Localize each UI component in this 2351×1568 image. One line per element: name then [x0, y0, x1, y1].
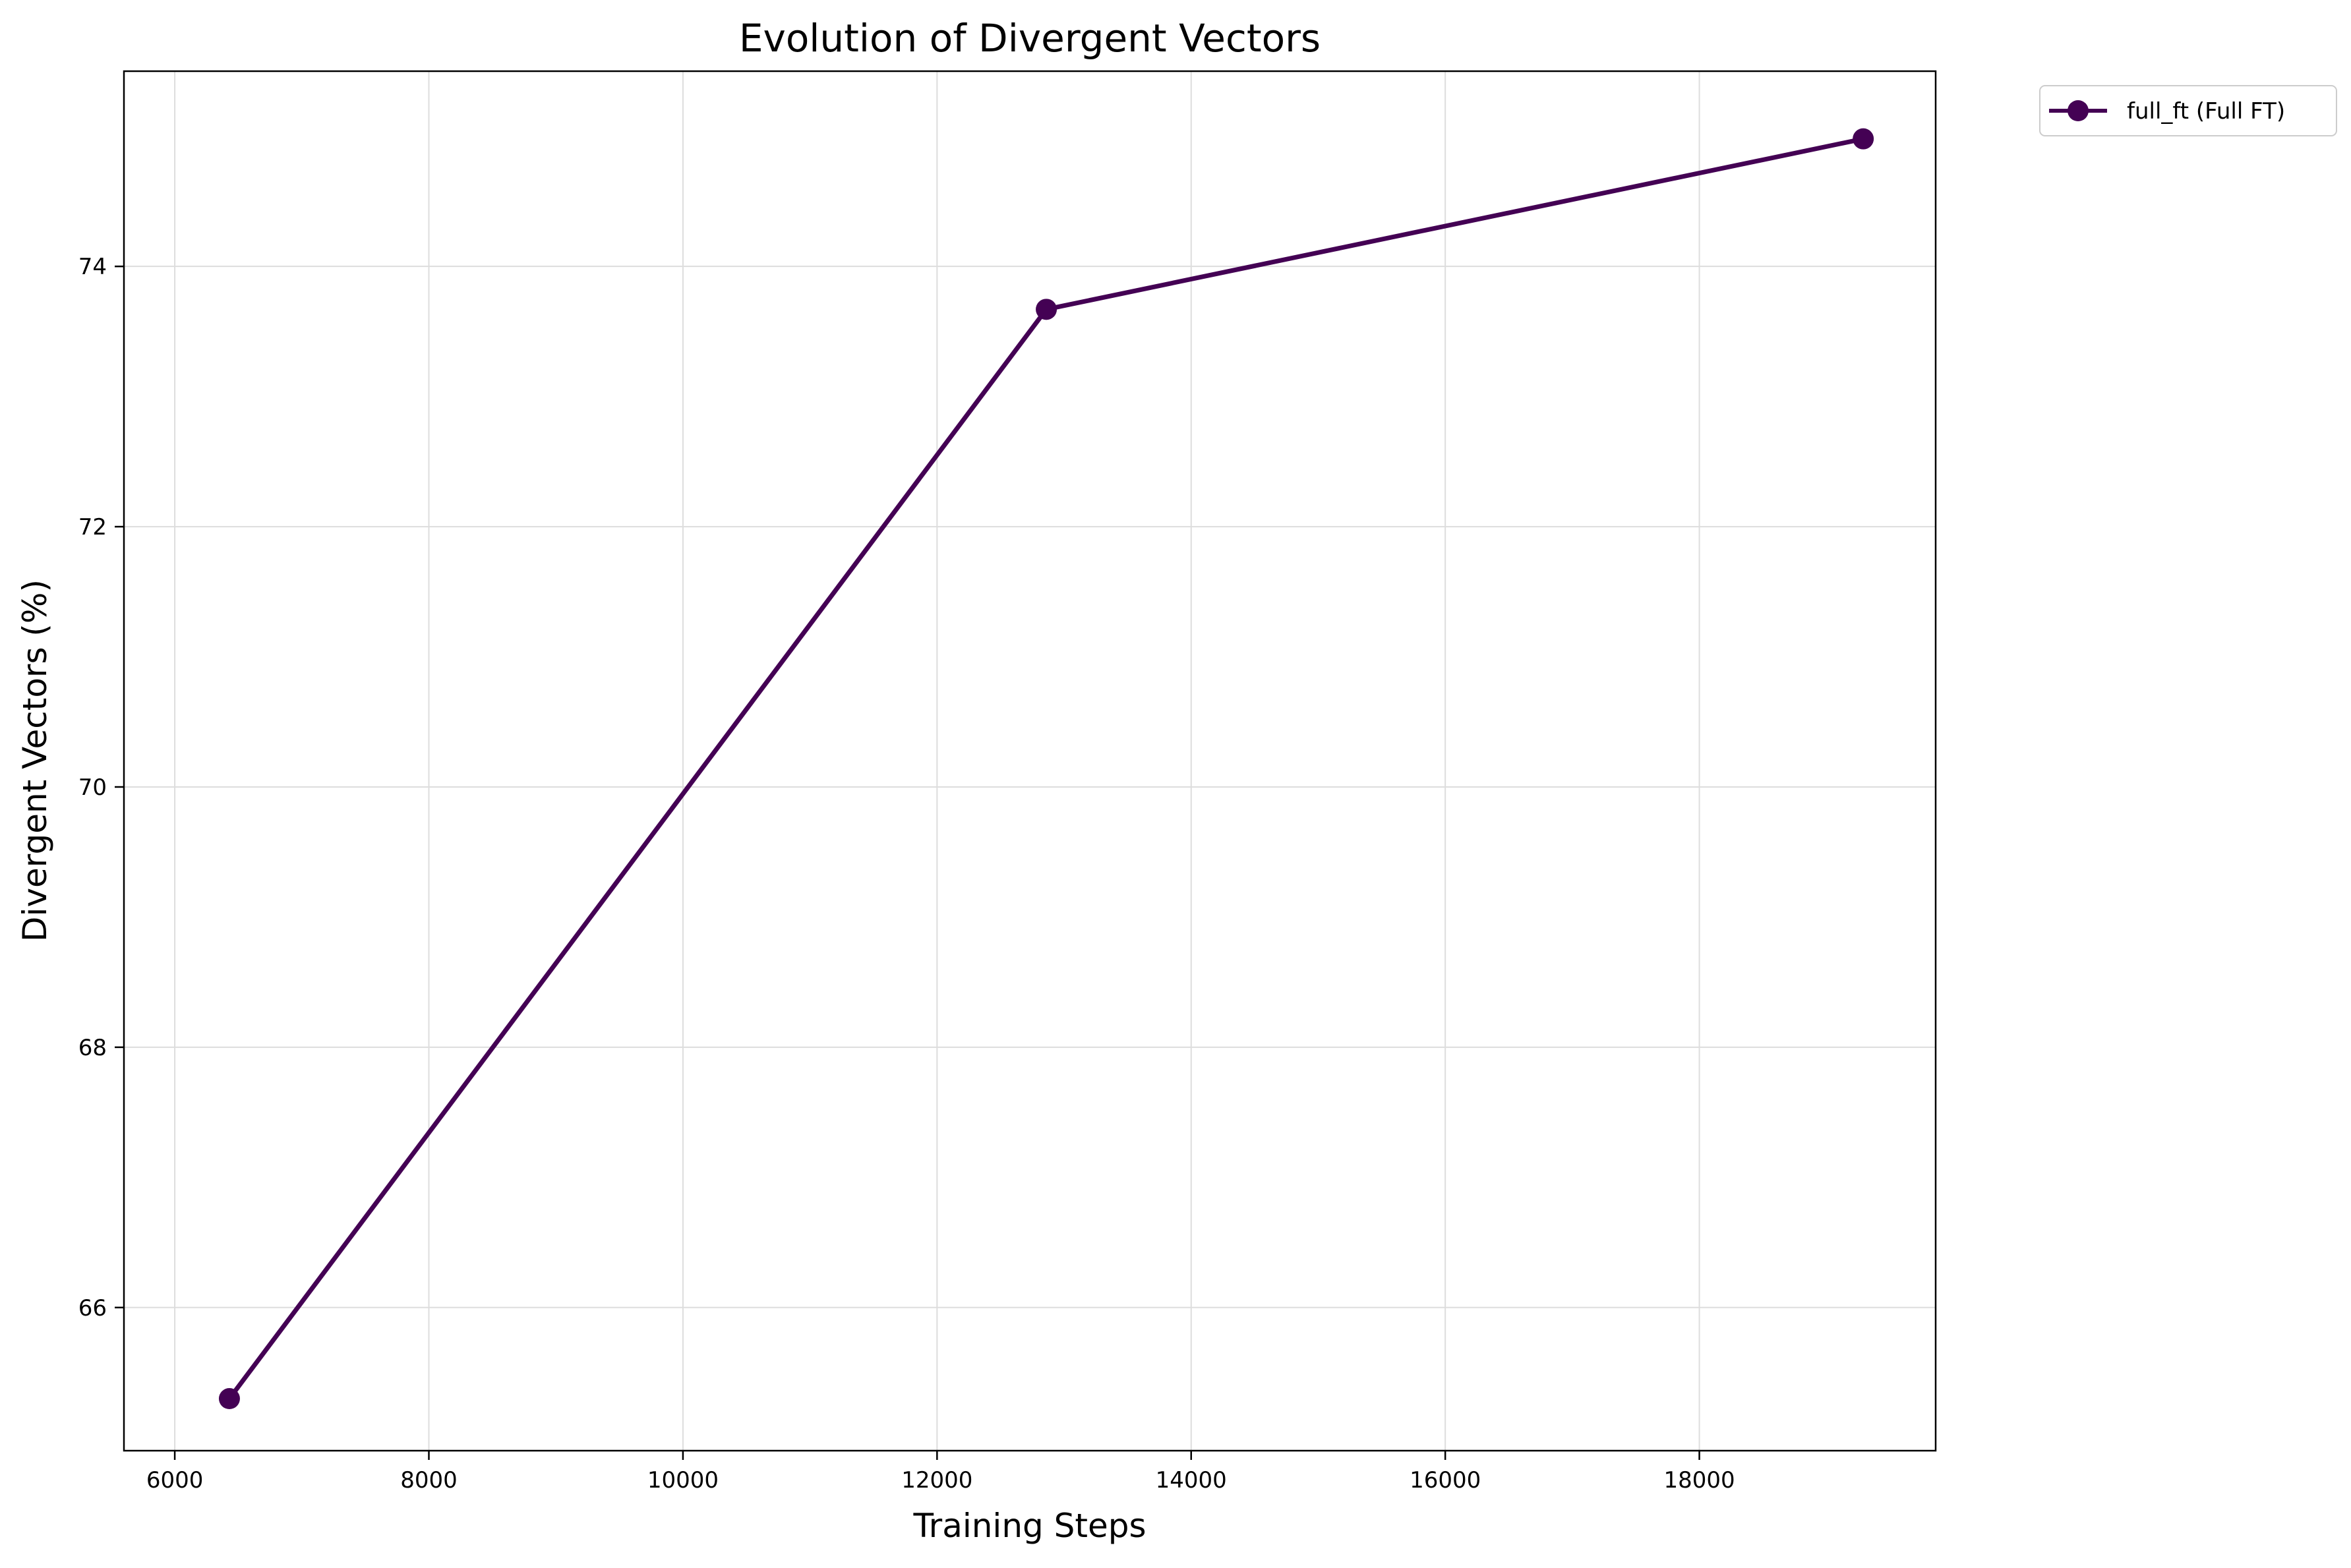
x-axis-label: Training Steps [912, 1507, 1146, 1545]
legend-box [2039, 85, 2337, 136]
plot-frame [123, 70, 1937, 1452]
chart-title: Evolution of Divergent Vectors [739, 16, 1321, 61]
grid [124, 71, 1936, 1451]
data-point [218, 1388, 240, 1410]
legend-marker-swatch [2068, 100, 2089, 121]
y-tick-label: 66 [78, 1295, 107, 1321]
x-tick-label: 18000 [1663, 1467, 1735, 1494]
x-tick-label: 14000 [1156, 1467, 1227, 1494]
y-tick-label: 70 [78, 774, 107, 801]
x-tick-label: 6000 [146, 1467, 204, 1494]
y-tick-label: 72 [78, 514, 107, 540]
x-tick-label: 8000 [400, 1467, 458, 1494]
y-axis-label: Divergent Vectors (%) [16, 579, 54, 942]
x-tick-label: 12000 [901, 1467, 972, 1494]
legend-entry-label: full_ft (Full FT) [2127, 98, 2285, 125]
legend: full_ft (Full FT) [2039, 85, 2337, 136]
x-tick-label: 16000 [1410, 1467, 1481, 1494]
axis-ticks: 6000 8000 10000 12000 14000 16000 18000 66 68 70 7… [78, 254, 1735, 1494]
data-point [1853, 128, 1874, 150]
y-tick-label: 68 [78, 1035, 107, 1061]
data-point [1036, 299, 1057, 320]
y-tick-label: 74 [78, 254, 107, 280]
x-tick-label: 10000 [647, 1467, 719, 1494]
series-layer [218, 128, 1874, 1410]
